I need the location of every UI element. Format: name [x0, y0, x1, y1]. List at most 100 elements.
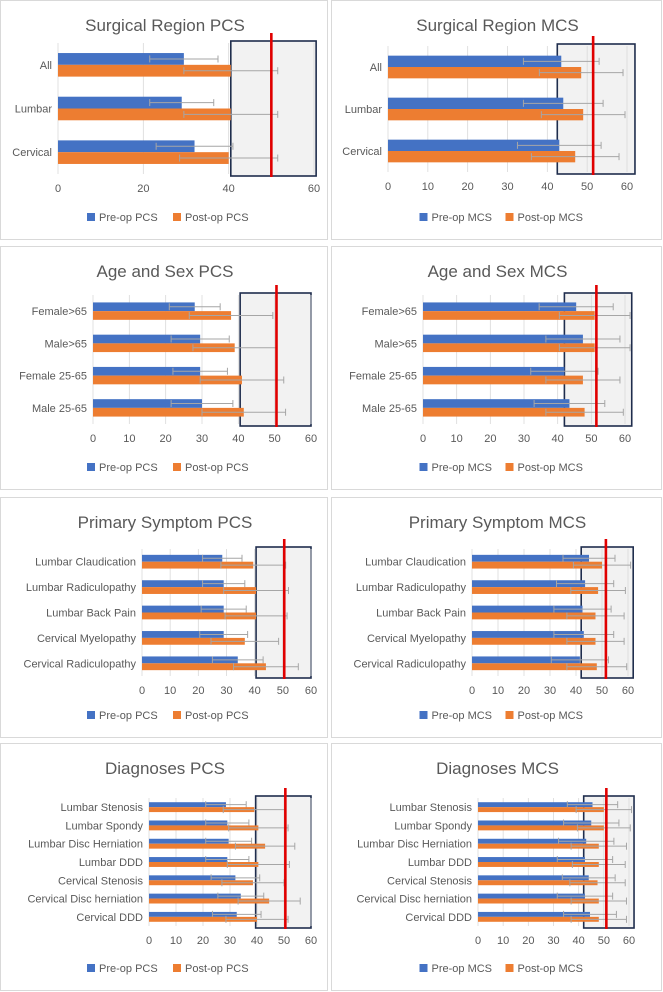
- category-label: All: [370, 62, 382, 74]
- pre-op-bar: [142, 605, 224, 613]
- pre-op-bar: [142, 554, 223, 562]
- pre-op-bar: [149, 893, 241, 899]
- category-label: Male 25-65: [362, 403, 417, 415]
- pre-op-bar: [478, 857, 585, 862]
- post-op-bar: [149, 807, 255, 813]
- chart-svg: Diagnoses PCS Lumbar Stenosis Lumbar Spond…: [27, 759, 317, 975]
- legend-label-post: Post-op PCS: [185, 212, 249, 224]
- x-tick-label: 20: [160, 433, 172, 445]
- post-op-bar: [149, 916, 257, 922]
- post-op-bar: [478, 807, 604, 813]
- x-tick-label: 40: [570, 685, 582, 697]
- category-label: Male>65: [44, 338, 87, 350]
- legend-swatch-post: [173, 711, 181, 719]
- pre-op-bar: [388, 139, 560, 151]
- chart-svg: Primary Symptom MCS Lumbar Claudication Lu…: [354, 513, 635, 722]
- x-tick-label: 10: [164, 685, 176, 697]
- pre-op-bar: [388, 55, 562, 67]
- x-tick-label: 30: [518, 433, 530, 445]
- post-op-bar: [149, 825, 259, 831]
- x-tick-label: 10: [451, 433, 463, 445]
- pre-op-bar: [149, 911, 237, 917]
- legend-swatch-pre: [419, 213, 428, 221]
- post-op-bar: [58, 64, 231, 77]
- post-op-bar: [142, 663, 266, 671]
- category-label: Lumbar Claudication: [35, 557, 136, 569]
- x-tick-label: 10: [492, 685, 504, 697]
- x-tick-label: 40: [249, 685, 261, 697]
- pre-op-bar: [149, 857, 228, 862]
- chart-panel: Diagnoses PCS Lumbar Stenosis Lumbar Spond…: [0, 743, 328, 991]
- legend-label-pre: Pre-op PCS: [99, 710, 158, 722]
- post-op-bar: [149, 843, 266, 849]
- post-op-bar: [478, 916, 599, 922]
- post-op-bar: [149, 880, 253, 886]
- legend-label-pre: Pre-op MCS: [432, 710, 493, 722]
- category-label: Female>65: [32, 306, 87, 318]
- legend-label-post: Post-op MCS: [518, 963, 583, 975]
- x-tick-label: 60: [308, 183, 320, 195]
- x-tick-label: 50: [277, 685, 289, 697]
- category-label: Lumbar DDD: [408, 857, 472, 869]
- legend-label-post: Post-op MCS: [518, 462, 583, 474]
- chart-title: Diagnoses MCS: [436, 759, 559, 778]
- chart-panel: Age and Sex MCS Female>65 Male>65 Female 25…: [331, 246, 662, 490]
- post-op-bar: [58, 108, 231, 121]
- legend-swatch-pre: [87, 463, 95, 471]
- pre-op-bar: [142, 631, 224, 638]
- category-label: Cervical DDD: [76, 912, 143, 924]
- chart-title: Surgical Region PCS: [85, 16, 245, 35]
- category-label: Cervical Radiculopathy: [354, 658, 467, 670]
- x-tick-label: 10: [170, 935, 182, 947]
- pre-op-bar: [93, 399, 202, 408]
- x-tick-label: 30: [220, 685, 232, 697]
- legend-label-post: Post-op MCS: [518, 212, 583, 224]
- pre-op-bar: [478, 893, 585, 899]
- legend-swatch-pre: [419, 964, 428, 972]
- chart-title: Surgical Region MCS: [416, 16, 579, 35]
- post-op-bar: [142, 561, 254, 569]
- legend-label-pre: Pre-op MCS: [432, 212, 493, 224]
- post-op-bar: [478, 862, 599, 867]
- chart-svg: Diagnoses MCS Lumbar Stenosis Lumbar Spond…: [356, 759, 635, 975]
- pre-op-bar: [423, 399, 570, 408]
- post-op-bar: [423, 407, 585, 417]
- post-op-bar: [388, 67, 582, 79]
- post-op-bar: [472, 561, 602, 569]
- post-op-bar: [423, 311, 595, 320]
- category-label: Lumbar Radiculopathy: [26, 582, 137, 594]
- norm-range-box: [230, 40, 317, 177]
- chart-svg: Age and Sex MCS Female>65 Male>65 Female 25…: [349, 262, 633, 474]
- x-tick-label: 50: [269, 433, 281, 445]
- category-label: Lumbar Disc Herniation: [357, 839, 472, 851]
- x-tick-label: 40: [552, 433, 564, 445]
- pre-op-bar: [142, 656, 238, 664]
- norm-range-box: [254, 795, 312, 929]
- x-tick-label: 40: [541, 181, 553, 193]
- chart-title: Age and Sex PCS: [96, 262, 233, 281]
- legend-swatch-post: [505, 711, 514, 719]
- pre-op-bar: [93, 366, 201, 376]
- pre-op-bar: [478, 911, 590, 917]
- post-op-bar: [93, 407, 244, 417]
- x-tick-label: 60: [305, 685, 317, 697]
- pre-op-bar: [472, 554, 589, 562]
- pre-op-bar: [142, 580, 224, 588]
- legend-swatch-post: [505, 964, 514, 972]
- legend-swatch-post: [173, 964, 181, 972]
- chart-svg: Surgical Region PCS All Lumbar Cervical 0 20 4…: [12, 16, 320, 224]
- post-op-bar: [149, 898, 270, 904]
- post-op-bar: [388, 151, 576, 163]
- x-tick-label: 20: [192, 685, 204, 697]
- pre-op-bar: [58, 140, 195, 153]
- x-tick-label: 50: [598, 935, 610, 947]
- category-label: Lumbar Stenosis: [60, 802, 143, 814]
- chart-panel: Diagnoses MCS Lumbar Stenosis Lumbar Spond…: [331, 743, 662, 991]
- category-label: Lumbar Radiculopathy: [356, 582, 467, 594]
- post-op-bar: [93, 311, 232, 320]
- category-label: Lumbar Back Pain: [376, 608, 466, 620]
- x-tick-label: 0: [469, 685, 475, 697]
- x-tick-label: 50: [278, 935, 290, 947]
- post-op-bar: [142, 587, 257, 594]
